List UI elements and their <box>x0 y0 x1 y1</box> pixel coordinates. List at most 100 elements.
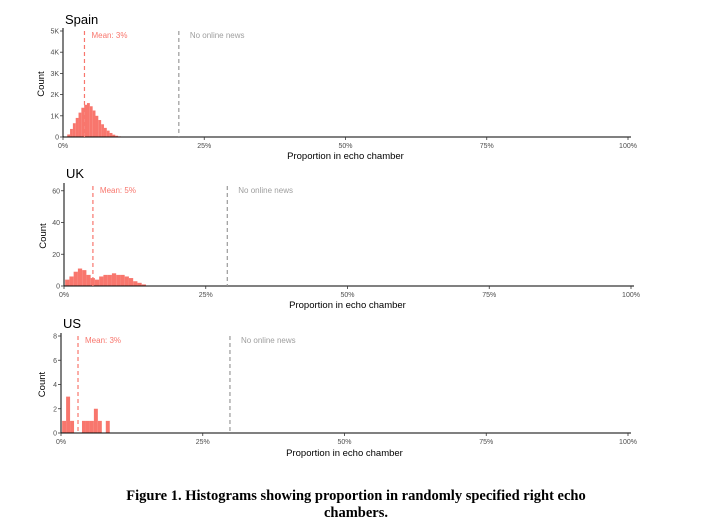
x-tick-label: 0% <box>58 143 68 150</box>
y-tick-label: 1K <box>50 113 59 120</box>
x-tick-label: 50% <box>338 143 352 150</box>
histogram-bars <box>62 396 110 433</box>
y-axis-title: Count <box>37 371 48 397</box>
bar <box>106 130 110 137</box>
panel-title: Spain <box>65 12 98 27</box>
bar <box>101 124 104 137</box>
x-tick-label: 75% <box>479 439 493 446</box>
x-tick-label: 25% <box>199 292 213 299</box>
y-tick-label: 60 <box>52 188 60 195</box>
bar <box>94 279 100 286</box>
y-tick-label: 0 <box>55 135 59 142</box>
bar <box>107 274 112 286</box>
histogram-bars <box>65 268 146 286</box>
x-axis-title: Proportion in echo chamber <box>286 448 403 459</box>
y-tick-label: 40 <box>52 220 60 227</box>
bar <box>73 271 78 286</box>
x-tick-label: 0% <box>59 292 69 299</box>
panel-title: UK <box>66 166 84 181</box>
bar <box>128 278 134 286</box>
y-axis-title: Count <box>38 223 49 249</box>
x-tick-label: 100% <box>619 439 637 446</box>
y-tick-label: 2K <box>50 92 59 99</box>
bar <box>133 281 138 286</box>
y-tick-label: 20 <box>52 252 60 259</box>
panel-spain: Spain 0 1K 2K 3K 4K 5K 0% 25% 50% 75% 100% Proportio… <box>36 12 637 162</box>
bar <box>62 420 67 433</box>
bar <box>111 273 117 286</box>
y-tick-label: 2 <box>53 406 57 413</box>
bar <box>92 110 96 137</box>
bar <box>81 420 86 433</box>
bar <box>124 276 129 286</box>
bar <box>70 128 73 137</box>
bar <box>141 284 146 286</box>
bar <box>90 278 95 286</box>
bar <box>115 135 119 137</box>
x-tick-label: 100% <box>622 292 640 299</box>
bar <box>87 103 90 137</box>
x-axis-title: Proportion in echo chamber <box>287 151 404 162</box>
y-tick-label: 4 <box>53 382 57 389</box>
y-tick-label: 6 <box>53 358 57 365</box>
y-tick-label: 4K <box>50 50 59 57</box>
x-tick-label: 25% <box>196 439 210 446</box>
bar <box>89 420 94 433</box>
bar <box>112 134 116 137</box>
caption-line-1: Figure 1. Histograms showing proportion … <box>126 488 586 504</box>
x-tick-label: 0% <box>56 439 66 446</box>
bar <box>109 132 113 137</box>
y-tick-label: 5K <box>50 29 59 36</box>
panel-title: US <box>63 316 81 331</box>
bar <box>77 268 83 286</box>
bar <box>103 274 108 286</box>
bar <box>120 274 125 286</box>
caption-line-2: chambers. <box>323 505 389 521</box>
x-tick-label: 75% <box>480 143 494 150</box>
mean-label: Mean: 3% <box>91 31 127 40</box>
panel-us: US 0 2 4 6 8 0% 25% 50% 75% 100% Proportion in echo… <box>37 316 637 459</box>
bar <box>72 123 76 137</box>
no-online-news-label: No online news <box>241 336 296 345</box>
no-online-news-label: No online news <box>238 186 293 195</box>
bar <box>85 420 90 433</box>
bar <box>69 276 74 286</box>
bar <box>93 408 98 433</box>
bar <box>82 270 87 286</box>
bar <box>75 117 79 137</box>
bar <box>86 274 91 286</box>
y-tick-label: 0 <box>56 284 60 291</box>
bar <box>95 115 99 137</box>
bar <box>98 120 102 137</box>
x-tick-label: 50% <box>340 292 354 299</box>
x-tick-label: 100% <box>619 143 637 150</box>
histogram-bars <box>67 103 124 137</box>
bar <box>81 107 85 137</box>
bar <box>78 112 82 137</box>
y-tick-label: 0 <box>53 431 57 438</box>
y-axis-title: Count <box>36 71 47 97</box>
bar <box>105 420 110 433</box>
x-axis-title: Proportion in echo chamber <box>289 300 406 311</box>
y-tick-label: 3K <box>50 71 59 78</box>
no-online-news-label: No online news <box>190 31 245 40</box>
bar <box>99 276 104 286</box>
mean-label: Mean: 3% <box>85 336 121 345</box>
bar <box>137 282 142 286</box>
bar <box>103 127 107 137</box>
bar <box>84 104 88 137</box>
bar <box>66 396 71 433</box>
mean-label: Mean: 5% <box>100 186 136 195</box>
x-tick-label: 50% <box>337 439 351 446</box>
panel-uk: UK 0 20 40 60 0% 25% 50% 75% 100% Proportion in ec… <box>38 166 640 311</box>
figure-caption: Figure 1. Histograms showing proportion … <box>20 488 692 522</box>
bar <box>116 274 121 286</box>
x-tick-label: 25% <box>197 143 211 150</box>
x-tick-label: 75% <box>482 292 496 299</box>
bar <box>97 420 102 433</box>
bar <box>70 420 75 433</box>
bar <box>65 279 70 286</box>
bar <box>89 106 93 137</box>
y-tick-label: 8 <box>53 334 57 341</box>
